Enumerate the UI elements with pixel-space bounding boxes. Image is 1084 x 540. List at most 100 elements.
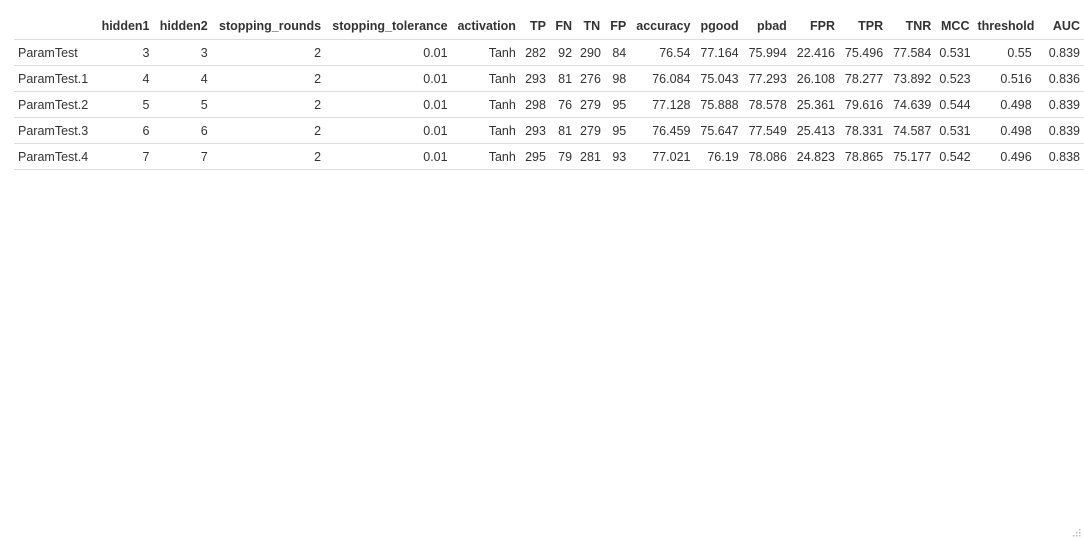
table-cell: 93 — [604, 143, 631, 170]
table-cell: 0.523 — [935, 65, 974, 92]
table-cell: 75.647 — [694, 117, 743, 144]
table-cell: 0.838 — [1035, 143, 1084, 170]
header-cell-activation: activation — [451, 12, 520, 40]
table-cell: 0.01 — [325, 39, 452, 66]
table-cell: 0.55 — [973, 39, 1036, 66]
table-cell: 276 — [576, 65, 605, 92]
row-name-cell: ParamTest.4 — [14, 143, 96, 170]
table-cell: 77.021 — [630, 143, 695, 170]
table-row: ParamTest.3 6 6 2 0.01 Tanh 293 81 279 95 76.459 75… — [14, 117, 1084, 144]
row-name-cell: ParamTest.2 — [14, 91, 96, 118]
table-cell: 78.331 — [838, 117, 888, 144]
header-cell-tn: TN — [576, 12, 605, 40]
header-cell-auc: AUC — [1035, 12, 1084, 40]
table-cell: 0.839 — [1035, 91, 1084, 118]
row-name-cell: ParamTest — [14, 39, 96, 66]
table-body: ParamTest 3 3 2 0.01 Tanh 282 92 290 84 76.54 77.16… — [14, 39, 1084, 170]
table-cell: 0.542 — [935, 143, 974, 170]
table-cell: 0.01 — [325, 65, 452, 92]
table-cell: Tanh — [451, 117, 520, 144]
results-table: hidden1 hidden2 stopping_rounds stopping_to… — [14, 12, 1084, 170]
table-cell: 0.498 — [973, 91, 1036, 118]
row-name-cell: ParamTest.1 — [14, 65, 96, 92]
header-cell-tnr: TNR — [887, 12, 936, 40]
table-cell: 2 — [211, 143, 326, 170]
table-cell: 3 — [95, 39, 154, 66]
table-cell: 293 — [519, 117, 550, 144]
table-cell: 26.108 — [790, 65, 839, 92]
header-cell-pbad: pbad — [742, 12, 791, 40]
table-cell: 0.01 — [325, 91, 452, 118]
table-cell: 24.823 — [790, 143, 839, 170]
table-cell: 7 — [95, 143, 154, 170]
table-cell: 76.084 — [630, 65, 695, 92]
table-cell: 6 — [153, 117, 212, 144]
table-cell: 77.128 — [630, 91, 695, 118]
table-cell: 2 — [211, 91, 326, 118]
table-cell: 78.277 — [838, 65, 888, 92]
table-cell: 2 — [211, 39, 326, 66]
header-row: hidden1 hidden2 stopping_rounds stopping_to… — [14, 12, 1084, 40]
header-cell-stopping-rounds: stopping_rounds — [211, 12, 326, 40]
table-cell: 5 — [153, 91, 212, 118]
table-cell: 282 — [519, 39, 550, 66]
table-cell: 0.836 — [1035, 65, 1084, 92]
table-header: hidden1 hidden2 stopping_rounds stopping_to… — [14, 12, 1084, 40]
header-cell-threshold: threshold — [973, 12, 1036, 40]
table-cell: 0.01 — [325, 117, 452, 144]
table-cell: 75.994 — [742, 39, 791, 66]
table-cell: 77.549 — [742, 117, 791, 144]
table-cell: 75.177 — [887, 143, 936, 170]
table-cell: Tanh — [451, 91, 520, 118]
table-cell: 281 — [576, 143, 605, 170]
header-cell-tp: TP — [519, 12, 550, 40]
table-cell: 2 — [211, 117, 326, 144]
table-row: ParamTest 3 3 2 0.01 Tanh 282 92 290 84 76.54 77.16… — [14, 39, 1084, 66]
table-cell: 0.544 — [935, 91, 974, 118]
table-cell: 77.584 — [887, 39, 936, 66]
table-cell: 290 — [576, 39, 605, 66]
header-cell-accuracy: accuracy — [630, 12, 695, 40]
table-cell: 79 — [549, 143, 577, 170]
table-cell: 0.531 — [935, 117, 974, 144]
table-cell: Tanh — [451, 143, 520, 170]
table-row: ParamTest.1 4 4 2 0.01 Tanh 293 81 276 98 76.084 75… — [14, 65, 1084, 92]
table-cell: 293 — [519, 65, 550, 92]
table-cell: 79.616 — [838, 91, 888, 118]
table-cell: 78.578 — [742, 91, 791, 118]
table-cell: 0.839 — [1035, 39, 1084, 66]
table-cell: 76.459 — [630, 117, 695, 144]
header-cell-stopping-tolerance: stopping_tolerance — [325, 12, 452, 40]
table-cell: 3 — [153, 39, 212, 66]
table-cell: 76 — [549, 91, 577, 118]
table-cell: 6 — [95, 117, 154, 144]
header-cell-fp: FP — [604, 12, 631, 40]
table-cell: 76.19 — [694, 143, 743, 170]
table-cell: 7 — [153, 143, 212, 170]
results-table-container: hidden1 hidden2 stopping_rounds stopping_to… — [14, 12, 1084, 170]
header-cell-rowname — [14, 12, 96, 40]
table-cell: 4 — [95, 65, 154, 92]
table-cell: 279 — [576, 91, 605, 118]
table-cell: 77.293 — [742, 65, 791, 92]
table-cell: 76.54 — [630, 39, 695, 66]
table-cell: 22.416 — [790, 39, 839, 66]
table-row: ParamTest.2 5 5 2 0.01 Tanh 298 76 279 95 77.128 75… — [14, 91, 1084, 118]
resize-grip-icon[interactable] — [1071, 527, 1081, 537]
table-cell: 4 — [153, 65, 212, 92]
header-cell-fpr: FPR — [790, 12, 839, 40]
table-cell: 75.496 — [838, 39, 888, 66]
table-cell: 75.043 — [694, 65, 743, 92]
table-cell: 81 — [549, 117, 577, 144]
table-cell: 0.839 — [1035, 117, 1084, 144]
table-cell: 95 — [604, 117, 631, 144]
table-cell: 74.639 — [887, 91, 936, 118]
table-cell: 0.496 — [973, 143, 1036, 170]
table-cell: 98 — [604, 65, 631, 92]
header-cell-hidden1: hidden1 — [95, 12, 154, 40]
table-cell: 279 — [576, 117, 605, 144]
table-cell: 75.888 — [694, 91, 743, 118]
header-cell-mcc: MCC — [935, 12, 974, 40]
table-cell: 2 — [211, 65, 326, 92]
header-cell-hidden2: hidden2 — [153, 12, 212, 40]
